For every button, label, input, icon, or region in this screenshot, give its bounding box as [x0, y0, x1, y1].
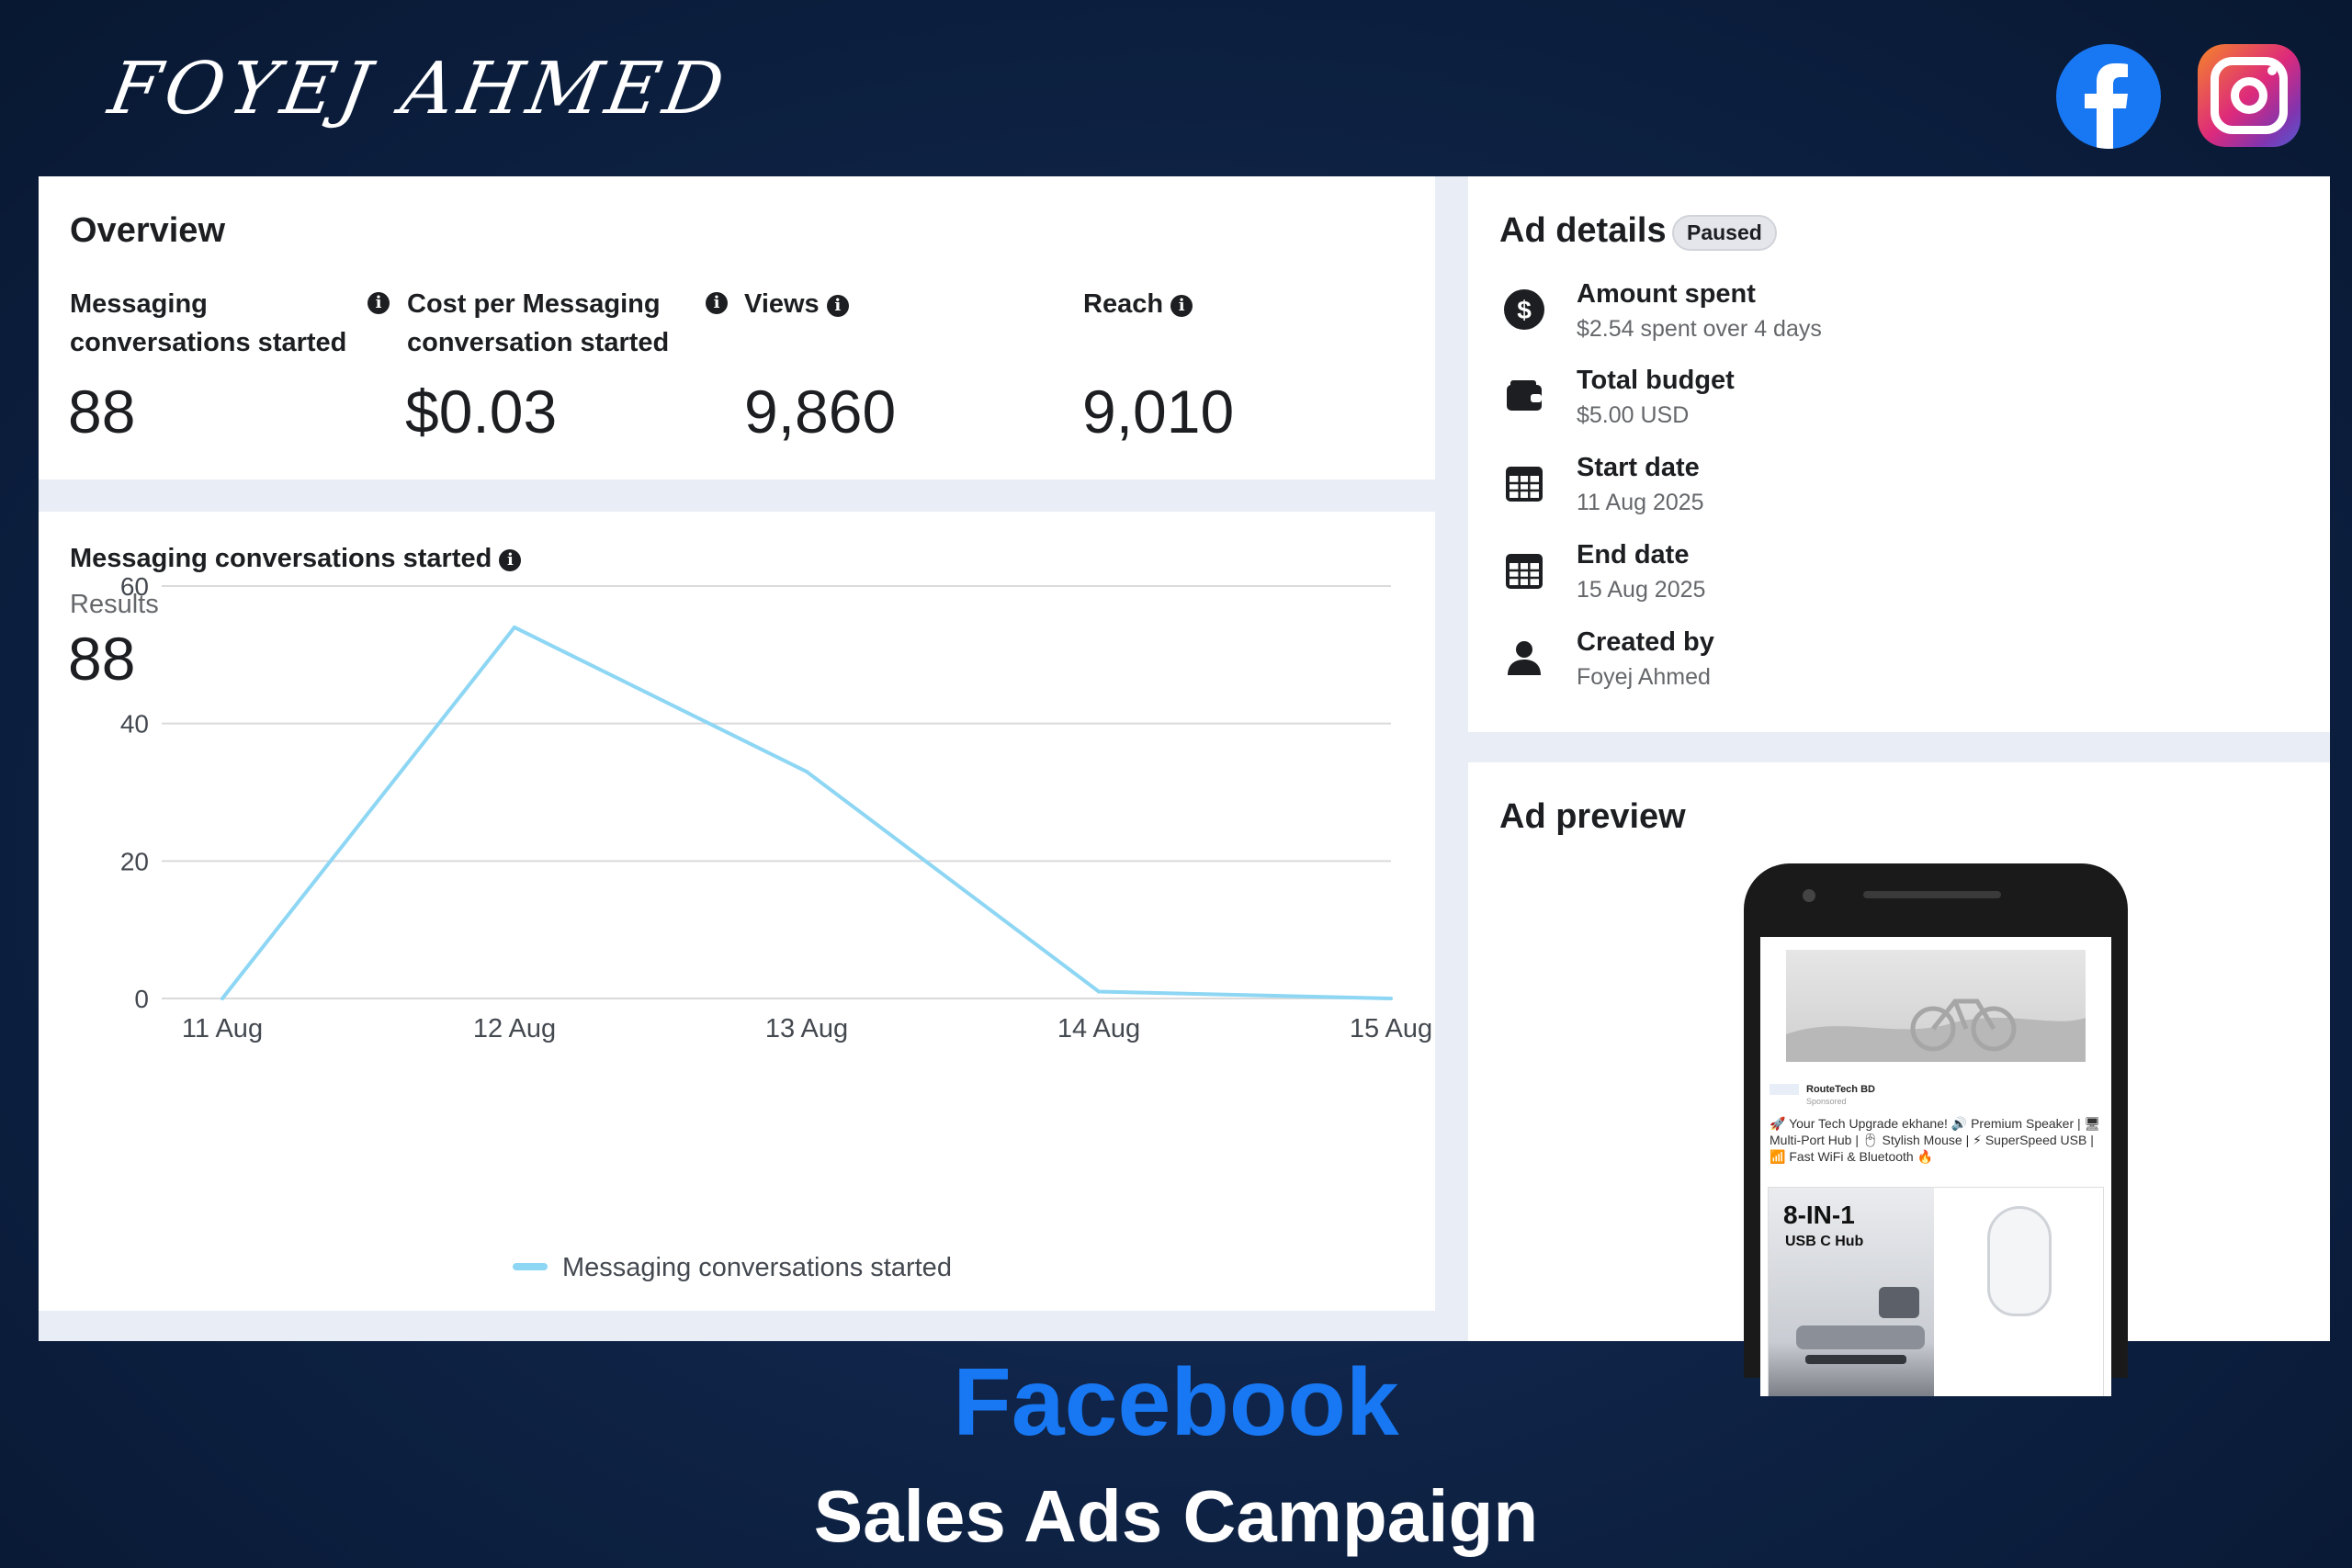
svg-text:$: $	[1517, 296, 1532, 324]
data-point	[513, 625, 516, 629]
detail-label: End date	[1577, 540, 1690, 570]
person-icon	[1508, 641, 1541, 675]
ad-details-title: Ad details	[1499, 211, 1667, 250]
data-point	[805, 770, 808, 774]
data-point	[220, 997, 224, 1000]
series-line	[220, 625, 1392, 1000]
mouse-image	[1987, 1206, 2052, 1316]
detail-value: 11 Aug 2025	[1577, 490, 1704, 515]
ad-text: 🚀 Your Tech Upgrade ekhane! 🔊 Premium Sp…	[1770, 1116, 2101, 1164]
ad-banner-image	[1786, 950, 2086, 1062]
dashboard: Overview Messaging conversations started…	[39, 176, 2330, 1396]
data-point	[1389, 997, 1393, 1000]
page-logo	[1770, 1084, 1799, 1095]
ad-preview-card: Ad preview RouteTech BD Sponsored 🚀 Your…	[1468, 762, 2330, 1396]
phone-mockup: RouteTech BD Sponsored 🚀 Your Tech Upgra…	[1744, 863, 2128, 1396]
detail-value: 15 Aug 2025	[1577, 577, 1706, 603]
y-tick-label: 40	[120, 710, 149, 739]
camera-icon	[1803, 889, 1815, 902]
overview-card: Overview Messaging conversations started…	[39, 176, 1435, 479]
info-icon[interactable]: i	[499, 549, 522, 571]
campaign-title: Sales Ads Campaign	[813, 1475, 1539, 1557]
dollar-icon: $	[1504, 289, 1544, 330]
brand-name: FOYEJ AHMED	[103, 48, 736, 130]
info-icon[interactable]: i	[1170, 295, 1193, 317]
detail-value: Foyej Ahmed	[1577, 664, 1711, 690]
overview-title: Overview	[70, 211, 225, 250]
chart-title: Messaging conversations started i	[70, 539, 522, 578]
ad-sponsored: Sponsored	[1806, 1097, 1847, 1106]
info-icon[interactable]: i	[706, 292, 728, 314]
line-chart: 0 20 40 60 11 Aug 12 Aug 13 Aug 14 Aug 15 Aug Mes…	[120, 572, 1432, 1282]
x-tick-label: 12 Aug	[473, 1014, 556, 1043]
facebook-icon	[2056, 44, 2161, 149]
metric-value-messaging: 88	[68, 378, 136, 446]
data-point	[1097, 989, 1101, 994]
metric-label-views: Views i	[744, 285, 849, 323]
speaker-grille	[1863, 891, 2001, 898]
metric-label-cost: Cost per Messaging conversation started	[407, 289, 670, 357]
info-icon[interactable]: i	[826, 295, 849, 317]
wallet-icon	[1507, 380, 1542, 411]
metric-value-reach: 9,010	[1082, 378, 1235, 446]
detail-label: Created by	[1577, 627, 1714, 657]
detail-label: Total budget	[1577, 366, 1735, 395]
product-subtitle: USB C Hub	[1785, 1234, 1864, 1249]
y-tick-label: 0	[134, 985, 149, 1013]
legend-label: Messaging conversations started	[562, 1253, 952, 1282]
metric-label-messaging: Messaging conversations started	[70, 289, 347, 357]
detail-row-total-budget: Total budget $5.00 USD	[1499, 366, 2290, 439]
metric-value-cost: $0.03	[405, 378, 558, 446]
calendar-icon	[1506, 554, 1543, 589]
detail-row-end-date: End date 15 Aug 2025	[1499, 540, 2290, 614]
metric-label-reach: Reach i	[1083, 285, 1193, 323]
instagram-icon	[2198, 44, 2301, 147]
detail-label: Start date	[1577, 453, 1700, 482]
x-tick-label: 14 Aug	[1057, 1014, 1140, 1043]
metric-value-views: 9,860	[744, 378, 897, 446]
status-badge: Paused	[1672, 215, 1777, 251]
detail-value: $2.54 spent over 4 days	[1577, 316, 1822, 342]
detail-row-start-date: Start date 11 Aug 2025	[1499, 453, 2290, 526]
ad-details-card: Ad details	[1468, 176, 2330, 732]
ad-product-image: 8-IN-1 USB C Hub	[1768, 1187, 2104, 1396]
ad-page-name: RouteTech BD	[1806, 1084, 1875, 1095]
social-icons	[2056, 44, 2301, 149]
y-tick-label: 60	[120, 572, 149, 601]
x-tick-label: 13 Aug	[765, 1014, 848, 1043]
detail-value: $5.00 USD	[1577, 402, 1690, 428]
phone-screen: RouteTech BD Sponsored 🚀 Your Tech Upgra…	[1760, 937, 2111, 1396]
platform-title: Facebook	[953, 1349, 1399, 1456]
detail-row-amount-spent: $ Amount spent $2.54 spent over 4 days	[1499, 279, 2290, 353]
calendar-icon	[1506, 467, 1543, 502]
detail-label: Amount spent	[1577, 279, 1756, 309]
detail-row-created-by: Created by Foyej Ahmed	[1499, 627, 2290, 701]
info-icon[interactable]: i	[368, 292, 390, 314]
y-tick-label: 20	[120, 847, 149, 875]
x-tick-label: 11 Aug	[182, 1014, 263, 1043]
results-value: 88	[68, 625, 136, 693]
ad-preview-title: Ad preview	[1499, 797, 1686, 836]
product-title: 8-IN-1	[1783, 1201, 1855, 1229]
results-label: Results	[70, 590, 159, 619]
x-tick-label: 15 Aug	[1350, 1014, 1432, 1043]
chart-card: Messaging conversations started i Result…	[39, 512, 1435, 1311]
